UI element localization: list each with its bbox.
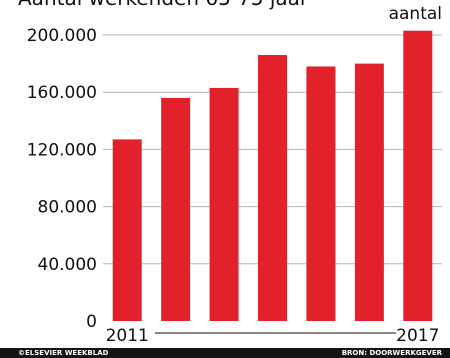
y-tick-label: 0 <box>86 312 97 332</box>
footer-credit: ©ELSEVIER WEEKBLAD <box>18 349 109 357</box>
chart-title: Aantal werkenden 65-75 jaar <box>18 0 308 10</box>
y-tick-label: 40.000 <box>38 255 97 275</box>
x-tick-label: 2011 <box>106 326 149 346</box>
bar <box>403 30 433 322</box>
bar <box>112 139 142 321</box>
footer-bar: ©ELSEVIER WEEKBLAD BRON: DOORWERKGEVER <box>0 348 450 358</box>
footer-source: BRON: DOORWERKGEVER <box>341 349 442 357</box>
y-tick-label: 160.000 <box>27 83 97 103</box>
y-axis-unit-label: aantal <box>388 4 442 24</box>
bar <box>161 97 191 321</box>
bar <box>209 87 239 321</box>
y-tick-label: 120.000 <box>27 140 97 160</box>
y-tick-label: 200.000 <box>27 26 97 46</box>
bar <box>258 55 287 322</box>
bar <box>354 63 384 321</box>
y-tick-label: 80.000 <box>38 198 97 218</box>
bar <box>306 66 336 322</box>
x-tick-label: 2017 <box>396 326 439 346</box>
